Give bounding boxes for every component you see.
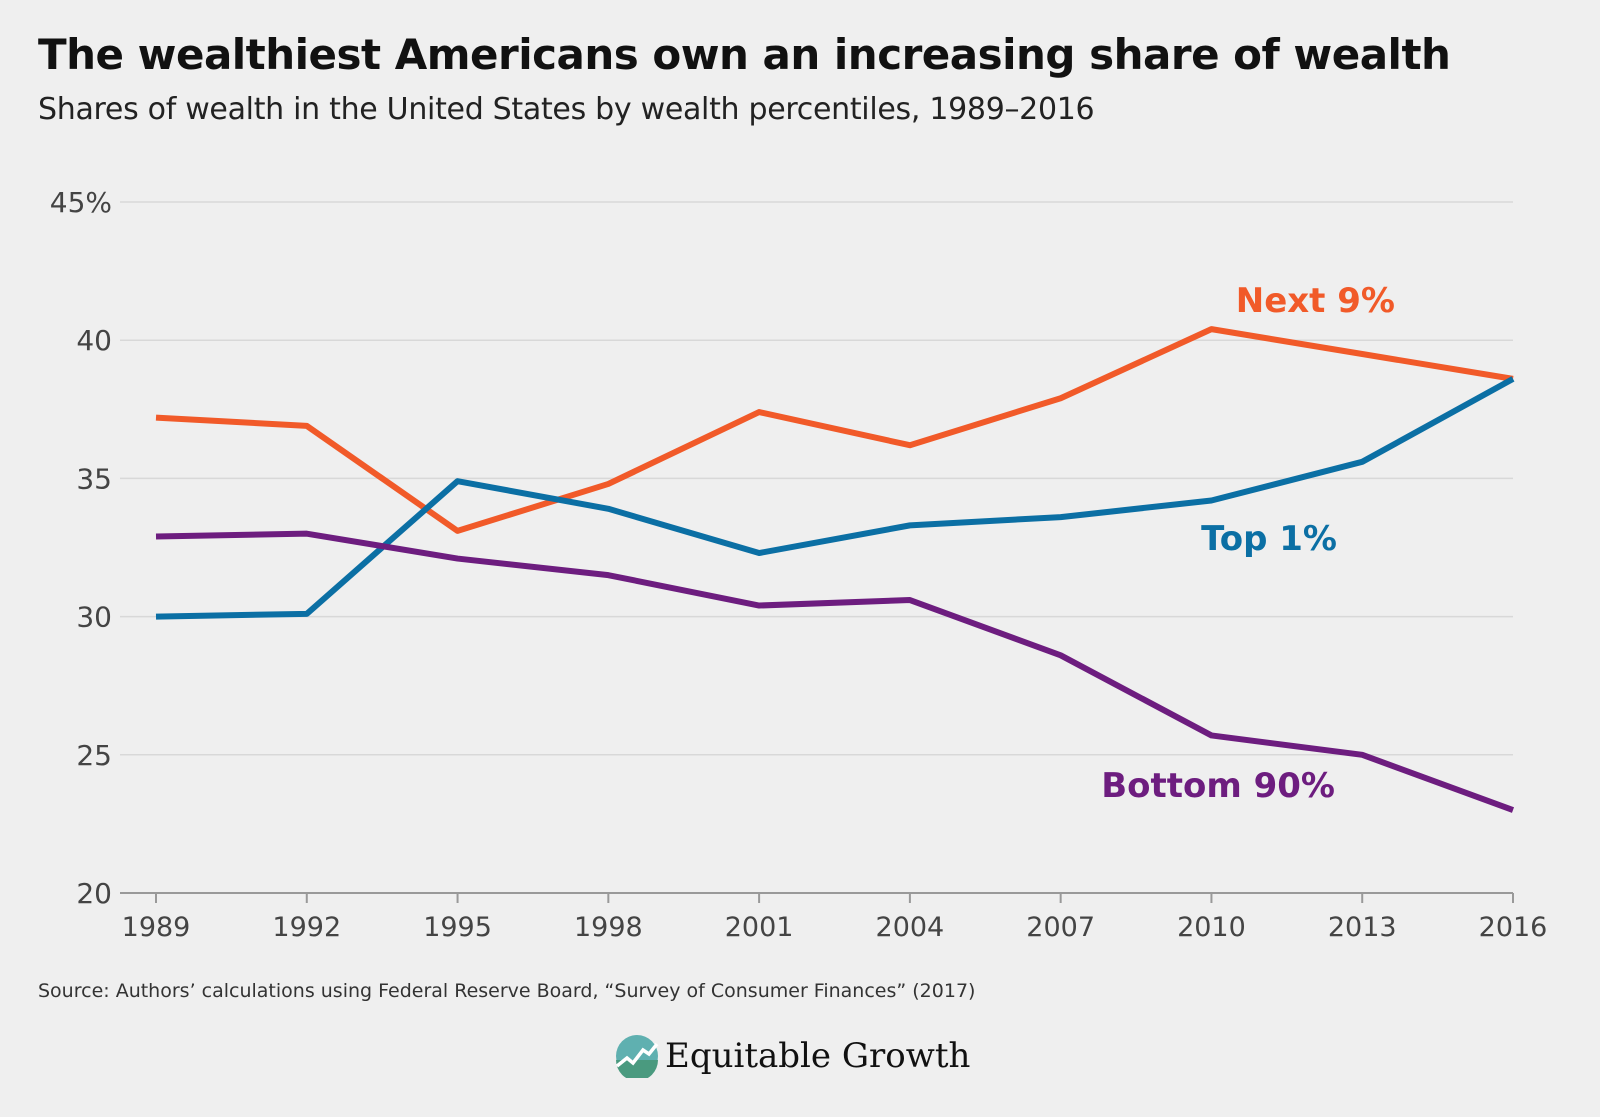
equitable-growth-logo: Equitable Growth <box>615 1034 970 1078</box>
x-tick-label: 2013 <box>1328 912 1397 943</box>
series-label: Bottom 90% <box>1101 766 1335 806</box>
y-tick-label: 20 <box>76 877 112 910</box>
x-tick-label: 1995 <box>423 912 492 943</box>
source-note: Source: Authors’ calculations using Fede… <box>38 980 976 1002</box>
logo-text: Equitable Growth <box>665 1036 971 1076</box>
x-tick-label: 2016 <box>1479 912 1548 943</box>
series-line-bottom-90- <box>155 530 1515 813</box>
series-line-top-1- <box>155 376 1515 620</box>
y-tick-label: 40 <box>76 324 112 357</box>
x-tick-label: 1998 <box>574 912 643 943</box>
x-tick-label: 2004 <box>876 912 945 943</box>
x-tick-label: 1989 <box>122 912 191 943</box>
y-tick-label: 35 <box>76 462 112 495</box>
x-tick-label: 2001 <box>725 912 794 943</box>
logo-icon <box>615 1035 659 1078</box>
line-chart: 20 25 30 35 40 45% 1989 1992 1995 1998 2001 2004 200… <box>50 186 1548 943</box>
chart-title: The wealthiest Americans own an increasi… <box>38 30 1451 79</box>
y-tick-label: 45% <box>50 186 112 219</box>
series-label: Top 1% <box>1201 519 1337 559</box>
y-tick-label: 30 <box>76 601 112 634</box>
x-tick-label: 2007 <box>1026 912 1095 943</box>
x-tick-label: 1992 <box>272 912 341 943</box>
series-line-next-9- <box>155 326 1514 534</box>
y-tick-label: 25 <box>76 739 112 772</box>
series-label: Next 9% <box>1236 281 1395 321</box>
x-tick-label: 2010 <box>1177 912 1246 943</box>
chart-subtitle: Shares of wealth in the United States by… <box>38 92 1095 127</box>
